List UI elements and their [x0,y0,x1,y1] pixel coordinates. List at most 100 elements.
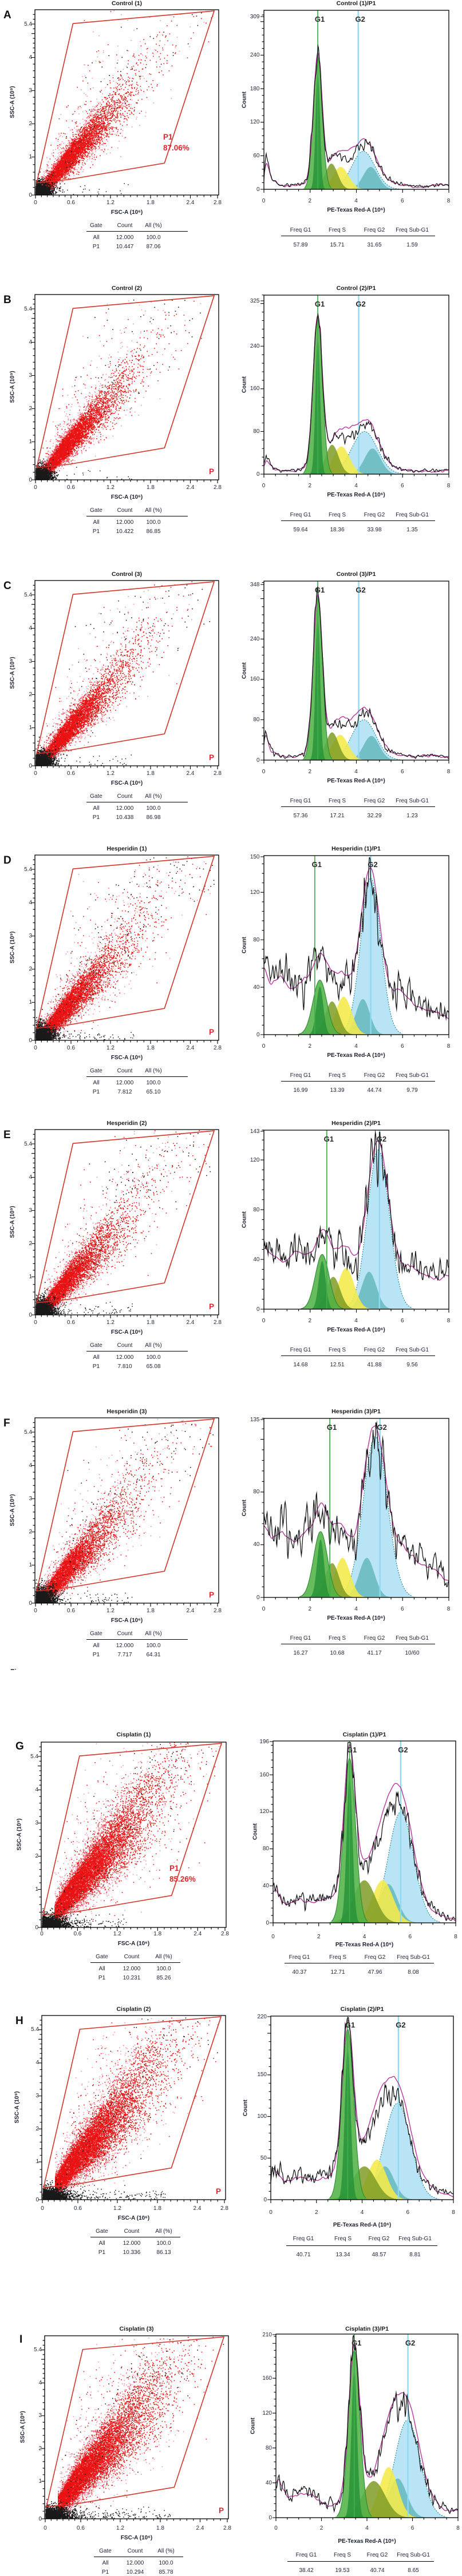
hist-x-tick-label: 0 [262,1318,266,1324]
scatter-y-tick-label: 1 [29,1274,32,1280]
hist-x-tick-label: 0 [271,1934,275,1940]
gate-table-cell: 12.000 [116,234,134,241]
freq-table-value: 19.53 [335,2567,350,2574]
gate-table-header: All (%) [145,1342,162,1349]
scatter-x-tick-label: 0 [40,1931,44,1937]
hist-x-tick-label: 6 [400,1606,404,1612]
gate-table-cell: 100.0 [146,1643,161,1649]
scatter-x-tick-label: 0.6 [74,2205,82,2212]
freq-table-header: Freq S [333,2552,351,2558]
hist-x-tick-label: 8 [454,1934,457,1940]
scatter-x-tick-label: 2.4 [186,200,195,206]
hist-y-max-label: 210 [262,2331,272,2338]
scatter-x-tick-label: 1.2 [106,200,114,206]
freq-table-header: Freq G2 [364,227,385,233]
histogram-title: Control (3)/P1 [336,571,376,578]
freq-table-header: Freq S [328,1072,346,1079]
scatter-y-tick-label: 5.4 [24,21,32,27]
hist-y-tick-label: 0 [268,2514,272,2521]
scatter-x-tick-label: 2.4 [186,770,195,777]
hist-x-tick-label: 2 [308,483,312,489]
gate-label-clipped: P [209,1028,215,1036]
freq-table-header: Freq G2 [364,1954,386,1961]
hist-x-tick-label: 2 [319,2525,323,2531]
hist-y-tick-label: 0 [266,1919,269,1926]
gate-table-header: Count [117,1631,133,1637]
scatter-x-tick-label: 2.8 [214,200,222,206]
scatter-x-tick-label: 2.4 [193,2205,202,2212]
gate-table-header: Count [117,507,133,514]
hist-y-tick-label: 60 [253,152,260,159]
g2-marker-label: G2 [376,1135,387,1143]
scatter-y-tick-label: 4 [29,339,32,345]
scatter-y-tick-label: 2 [29,1529,32,1535]
gate-table-cell: 86.85 [146,528,161,535]
hist-x-tick-label: 0 [262,1606,266,1612]
scatter-x-tick-label: 0 [41,2205,44,2212]
freq-table-header: Freq Sub-G1 [396,798,429,804]
histogram-title: Control (2)/P1 [336,285,376,292]
scatter-y-tick-label: 5.4 [31,2026,39,2033]
freq-table-header: Freq G1 [290,1635,311,1641]
gate-table-cell: All [102,2560,109,2566]
freq-table-value: 47.96 [368,1969,382,1975]
gate-table-header: All (%) [155,2228,172,2235]
hist-x-tick-label: 0 [262,483,266,489]
histogram-x-axis-label: PE-Texas Red-A (10⁶) [333,2222,392,2228]
gate-table-rule [90,1962,180,1963]
scatter-y-tick-label: 0 [38,2515,42,2522]
scatter-plot-canvas-A [30,5,223,200]
scatter-y-axis-label: SSC-A (10⁹) [9,931,16,964]
histogram-plot-canvas-H [266,2011,458,2204]
gate-table-cell: 12.000 [123,2240,141,2247]
scatter-y-tick-label: 2 [35,2125,39,2132]
scatter-x-tick-label: 1.2 [106,1045,114,1051]
scatter-x-tick-label: 2.4 [186,1608,195,1614]
scatter-y-tick-label: 0 [35,2196,39,2203]
freq-table-value: 41.88 [367,1362,382,1368]
freq-table-value: 8.81 [409,2252,421,2258]
scatter-y-tick-label: 4 [29,900,32,906]
freq-table-value: 12.51 [330,1362,345,1368]
freq-table-value: 41.17 [367,1650,382,1656]
scatter-y-tick-label: 4 [35,1787,38,1793]
gate-label-clipped: P [209,467,215,476]
scatter-y-tick-label: 5.4 [34,2347,42,2354]
panel-letter: F [3,1417,10,1429]
hist-x-tick-label: 6 [410,2525,414,2531]
scatter-plot-canvas-E [30,1125,223,1319]
gate-table-cell: All [98,1966,105,1972]
g1-marker-label: G1 [352,2339,362,2347]
scatter-x-tick-label: 0 [34,484,37,491]
scatter-x-tick-label: 1.2 [106,770,114,777]
hist-y-tick-label: 80 [253,936,260,943]
freq-table-header: Freq S [328,1635,346,1641]
freq-table-header: Freq G1 [290,512,311,518]
gate-table-header: Gate [90,1631,102,1637]
histogram-x-axis-label: PE-Texas Red-A (10⁶) [327,778,385,784]
scatter-x-tick-label: 2.8 [221,1931,229,1937]
g1-marker-label: G1 [326,1423,337,1432]
gate-table-cell: 65.08 [146,1363,161,1370]
hist-y-tick-label: 50 [260,2154,267,2161]
gate-table-header: Gate [90,1342,102,1349]
gate-label-clipped: P [209,1302,215,1311]
scatter-x-tick-label: 1.2 [113,1931,121,1937]
scatter-plot-canvas-C [30,576,223,770]
scatter-y-tick-label: 2 [38,2445,42,2452]
scatter-y-tick-label: 2 [29,691,32,698]
g2-marker-label: G2 [355,15,365,23]
scatter-x-tick-label: 1.2 [106,484,114,491]
gate-table-header: Gate [90,793,102,800]
scatter-x-tick-label: 1.2 [116,2525,124,2531]
hist-y-tick-label: 0 [256,1306,260,1313]
histogram-y-axis-label: Count [241,91,248,108]
scatter-x-tick-label: 1.8 [147,484,155,491]
hist-x-tick-label: 4 [354,198,358,204]
gate-table-cell: P1 [98,1975,106,1981]
scatter-x-axis-label: FSC-A (10⁶) [110,494,143,500]
scatter-y-tick-label: 3 [35,2093,39,2100]
gate-table-header: Count [124,1954,140,1960]
hist-x-tick-label: 2 [308,1043,312,1050]
freq-table-header: Freq S [334,2236,352,2242]
